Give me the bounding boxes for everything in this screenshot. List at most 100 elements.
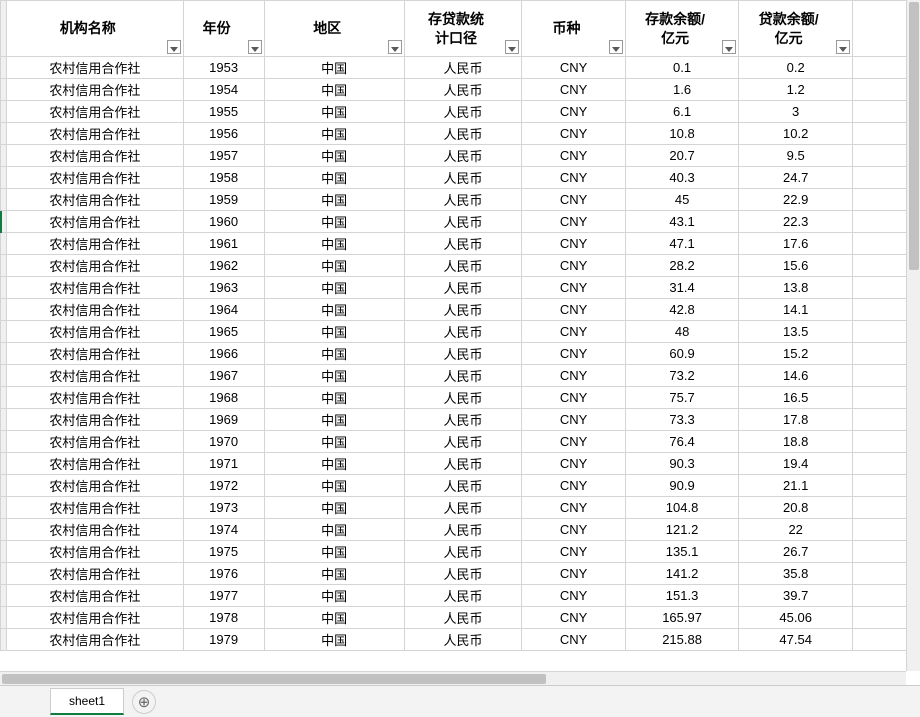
cell-caliber[interactable]: 人民币	[404, 277, 522, 299]
cell-region[interactable]: 中国	[264, 189, 404, 211]
cell-currency[interactable]: CNY	[522, 607, 625, 629]
cell-deposit[interactable]: 28.2	[625, 255, 739, 277]
cell-loan[interactable]: 18.8	[739, 431, 853, 453]
cell-org[interactable]: 农村信用合作社	[7, 387, 183, 409]
table-row[interactable]: 农村信用合作社1962中国人民币CNY28.215.6	[1, 255, 920, 277]
cell-region[interactable]: 中国	[264, 79, 404, 101]
column-header-caliber[interactable]: 存贷款统计口径	[404, 1, 522, 57]
cell-org[interactable]: 农村信用合作社	[7, 57, 183, 79]
column-header-region[interactable]: 地区	[264, 1, 404, 57]
table-row[interactable]: 农村信用合作社1975中国人民币CNY135.126.7	[1, 541, 920, 563]
cell-year[interactable]: 1973	[183, 497, 264, 519]
cell-org[interactable]: 农村信用合作社	[7, 255, 183, 277]
cell-deposit[interactable]: 215.88	[625, 629, 739, 651]
cell-year[interactable]: 1977	[183, 585, 264, 607]
cell-deposit[interactable]: 1.6	[625, 79, 739, 101]
cell-caliber[interactable]: 人民币	[404, 431, 522, 453]
cell-year[interactable]: 1962	[183, 255, 264, 277]
cell-org[interactable]: 农村信用合作社	[7, 365, 183, 387]
cell-caliber[interactable]: 人民币	[404, 475, 522, 497]
cell-deposit[interactable]: 165.97	[625, 607, 739, 629]
table-row[interactable]: 农村信用合作社1968中国人民币CNY75.716.5	[1, 387, 920, 409]
cell-caliber[interactable]: 人民币	[404, 343, 522, 365]
cell-year[interactable]: 1953	[183, 57, 264, 79]
cell-org[interactable]: 农村信用合作社	[7, 189, 183, 211]
cell-caliber[interactable]: 人民币	[404, 145, 522, 167]
cell-year[interactable]: 1963	[183, 277, 264, 299]
cell-deposit[interactable]: 42.8	[625, 299, 739, 321]
cell-year[interactable]: 1961	[183, 233, 264, 255]
filter-dropdown-button[interactable]	[609, 40, 623, 54]
cell-currency[interactable]: CNY	[522, 585, 625, 607]
cell-caliber[interactable]: 人民币	[404, 167, 522, 189]
cell-region[interactable]: 中国	[264, 541, 404, 563]
cell-deposit[interactable]: 6.1	[625, 101, 739, 123]
cell-year[interactable]: 1978	[183, 607, 264, 629]
cell-caliber[interactable]: 人民币	[404, 79, 522, 101]
cell-org[interactable]: 农村信用合作社	[7, 299, 183, 321]
filter-dropdown-button[interactable]	[388, 40, 402, 54]
cell-year[interactable]: 1964	[183, 299, 264, 321]
filter-dropdown-button[interactable]	[505, 40, 519, 54]
cell-deposit[interactable]: 73.3	[625, 409, 739, 431]
cell-year[interactable]: 1965	[183, 321, 264, 343]
cell-caliber[interactable]: 人民币	[404, 453, 522, 475]
table-row[interactable]: 农村信用合作社1967中国人民币CNY73.214.6	[1, 365, 920, 387]
filter-dropdown-button[interactable]	[722, 40, 736, 54]
cell-currency[interactable]: CNY	[522, 629, 625, 651]
cell-loan[interactable]: 47.54	[739, 629, 853, 651]
cell-caliber[interactable]: 人民币	[404, 101, 522, 123]
cell-deposit[interactable]: 31.4	[625, 277, 739, 299]
cell-loan[interactable]: 22.9	[739, 189, 853, 211]
vertical-scrollbar-thumb[interactable]	[909, 2, 919, 270]
cell-loan[interactable]: 3	[739, 101, 853, 123]
cell-caliber[interactable]: 人民币	[404, 409, 522, 431]
cell-year[interactable]: 1976	[183, 563, 264, 585]
cell-deposit[interactable]: 0.1	[625, 57, 739, 79]
cell-org[interactable]: 农村信用合作社	[7, 431, 183, 453]
cell-currency[interactable]: CNY	[522, 541, 625, 563]
cell-org[interactable]: 农村信用合作社	[7, 277, 183, 299]
cell-loan[interactable]: 14.1	[739, 299, 853, 321]
cell-region[interactable]: 中国	[264, 519, 404, 541]
cell-year[interactable]: 1955	[183, 101, 264, 123]
cell-year[interactable]: 1972	[183, 475, 264, 497]
filter-dropdown-button[interactable]	[167, 40, 181, 54]
cell-caliber[interactable]: 人民币	[404, 629, 522, 651]
cell-loan[interactable]: 14.6	[739, 365, 853, 387]
column-header-deposit[interactable]: 存款余额/亿元	[625, 1, 739, 57]
table-row[interactable]: 农村信用合作社1971中国人民币CNY90.319.4	[1, 453, 920, 475]
table-row[interactable]: 农村信用合作社1963中国人民币CNY31.413.8	[1, 277, 920, 299]
table-row[interactable]: 农村信用合作社1973中国人民币CNY104.820.8	[1, 497, 920, 519]
cell-org[interactable]: 农村信用合作社	[7, 79, 183, 101]
cell-loan[interactable]: 13.8	[739, 277, 853, 299]
cell-currency[interactable]: CNY	[522, 343, 625, 365]
cell-loan[interactable]: 22	[739, 519, 853, 541]
cell-deposit[interactable]: 43.1	[625, 211, 739, 233]
cell-deposit[interactable]: 75.7	[625, 387, 739, 409]
column-header-currency[interactable]: 币种	[522, 1, 625, 57]
cell-org[interactable]: 农村信用合作社	[7, 321, 183, 343]
cell-deposit[interactable]: 121.2	[625, 519, 739, 541]
table-row[interactable]: 农村信用合作社1979中国人民币CNY215.8847.54	[1, 629, 920, 651]
cell-currency[interactable]: CNY	[522, 387, 625, 409]
column-header-year[interactable]: 年份	[183, 1, 264, 57]
column-header-org[interactable]: 机构名称	[7, 1, 183, 57]
cell-region[interactable]: 中国	[264, 431, 404, 453]
cell-org[interactable]: 农村信用合作社	[7, 123, 183, 145]
cell-region[interactable]: 中国	[264, 365, 404, 387]
cell-org[interactable]: 农村信用合作社	[7, 343, 183, 365]
vertical-scrollbar[interactable]	[906, 0, 920, 671]
cell-loan[interactable]: 17.6	[739, 233, 853, 255]
cell-caliber[interactable]: 人民币	[404, 607, 522, 629]
cell-deposit[interactable]: 48	[625, 321, 739, 343]
cell-loan[interactable]: 35.8	[739, 563, 853, 585]
cell-region[interactable]: 中国	[264, 57, 404, 79]
cell-org[interactable]: 农村信用合作社	[7, 233, 183, 255]
table-row[interactable]: 农村信用合作社1960中国人民币CNY43.122.3	[1, 211, 920, 233]
cell-caliber[interactable]: 人民币	[404, 387, 522, 409]
cell-year[interactable]: 1956	[183, 123, 264, 145]
cell-org[interactable]: 农村信用合作社	[7, 453, 183, 475]
cell-caliber[interactable]: 人民币	[404, 563, 522, 585]
cell-loan[interactable]: 10.2	[739, 123, 853, 145]
